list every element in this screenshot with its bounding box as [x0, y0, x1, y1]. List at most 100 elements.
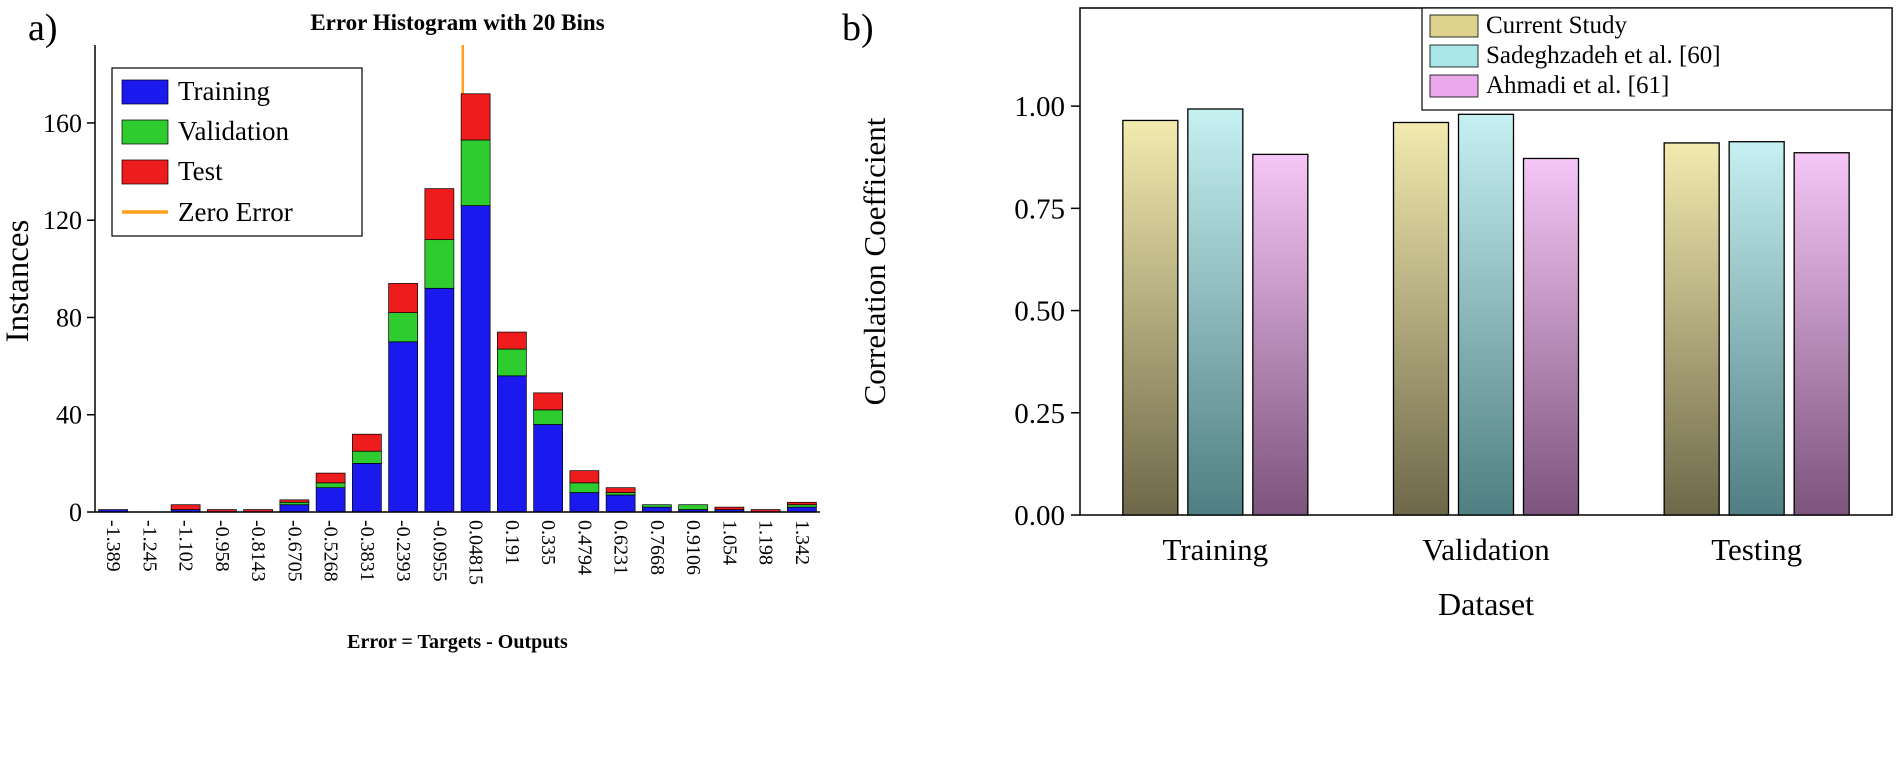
hist-bar-validation [424, 239, 455, 289]
x-axis-title: Error = Targets - Outputs [347, 631, 568, 653]
hist-bar-test [533, 392, 563, 411]
x-tick-label: -0.958 [211, 520, 233, 572]
y-tick-label: 0 [69, 498, 82, 527]
hist-bar-test [388, 283, 418, 313]
x-tick-label: 0.04815 [465, 520, 487, 585]
hist-bar-test [605, 487, 636, 493]
hist-bar-test [315, 472, 346, 484]
hist-bar-test [279, 499, 310, 503]
hist-bar-test [460, 93, 491, 141]
panel-b-label: b) [842, 7, 874, 49]
hist-bar-training [424, 287, 455, 513]
hist-bar-test [352, 433, 382, 452]
legend-label: Training [178, 76, 270, 106]
legend-swatch-series-1 [1429, 44, 1479, 68]
hist-bar-test [714, 506, 745, 510]
bar-training-series-0 [1122, 119, 1179, 516]
hist-bar-training [460, 205, 491, 513]
y-tick-label: 80 [56, 303, 82, 332]
legend-label: Validation [178, 116, 289, 146]
hist-bar-training [388, 341, 418, 513]
legend-swatch-series-0 [1429, 14, 1479, 38]
hist-bar-training [279, 504, 310, 513]
hist-bar-validation [497, 348, 527, 377]
x-tick-label: 0.335 [537, 520, 559, 565]
hist-bar-validation [605, 492, 636, 496]
hist-bar-validation [279, 501, 310, 506]
y-tick-label: 0.50 [1014, 296, 1065, 328]
hist-bar-training [533, 424, 563, 513]
legend-label: Current Study [1486, 12, 1627, 39]
hist-bar-validation [678, 504, 708, 510]
x-tick-label: -1.389 [102, 520, 124, 572]
x-tick-label: -1.245 [138, 520, 160, 572]
hist-bar-validation [787, 504, 817, 508]
x-category-label: Testing [1711, 532, 1802, 567]
hist-bar-test [787, 501, 817, 506]
y-tick-label: 0.00 [1014, 500, 1065, 532]
x-tick-label: -0.0955 [428, 520, 450, 582]
chart-title: Error Histogram with 20 Bins [310, 10, 604, 35]
bar-training-series-1 [1187, 108, 1244, 516]
bar-validation-series-2 [1522, 157, 1580, 516]
hist-bar-validation [569, 482, 600, 493]
x-tick-label: -0.6705 [283, 520, 305, 582]
legend-label: Sadeghzadeh et al. [60] [1486, 42, 1721, 69]
legend-label: Test [178, 156, 223, 186]
legend-swatch-training [121, 79, 169, 105]
y-axis-title: Correlation Coefficient [857, 117, 892, 405]
hist-bar-validation [642, 504, 672, 508]
hist-bar-training [605, 494, 636, 513]
hist-bar-test [569, 470, 600, 484]
y-tick-label: 40 [56, 401, 82, 430]
y-axis-title: Instances [0, 220, 36, 343]
correlation-bar-chart: Training Validation Testing 0.00 0.25 0.50 0.7… [857, 7, 1893, 622]
bar-testing-series-1 [1728, 141, 1785, 516]
x-tick-label: 1.342 [791, 520, 813, 565]
hist-bar-validation [388, 312, 418, 343]
x-tick-label: -0.5268 [320, 520, 342, 582]
x-tick-label: -0.8143 [247, 520, 269, 582]
x-tick-label: 0.4794 [573, 520, 595, 575]
bar-testing-series-2 [1793, 152, 1850, 516]
y-tick-label: 0.75 [1014, 193, 1065, 225]
x-category-label: Validation [1422, 532, 1550, 567]
hist-bar-validation [460, 139, 491, 206]
hist-bar-validation [533, 409, 563, 425]
x-tick-label: -1.102 [175, 520, 197, 572]
hist-bar-training [315, 487, 346, 513]
legend-swatch-validation [121, 119, 169, 145]
hist-bar-validation [315, 482, 346, 489]
x-axis-title: Dataset [1438, 586, 1534, 622]
legend-swatch-series-2 [1429, 74, 1479, 98]
bar-testing-series-0 [1663, 142, 1720, 516]
y-tick-label: 0.25 [1014, 398, 1065, 430]
x-tick-label: 0.191 [501, 520, 523, 565]
hist-bar-training [569, 492, 600, 513]
y-tick-label: 1.00 [1014, 91, 1065, 123]
x-tick-label: -0.3831 [356, 520, 378, 582]
legend-box [1421, 7, 1893, 111]
y-tick-label: 160 [43, 109, 82, 138]
panel-a-label: a) [28, 7, 58, 49]
legend-swatch-test [121, 159, 169, 185]
bar-validation-series-0 [1392, 121, 1450, 516]
x-tick-label: 0.7668 [646, 520, 668, 575]
hist-bar-test [497, 331, 527, 350]
bar-validation-series-1 [1457, 113, 1515, 516]
hist-bar-test [424, 188, 455, 241]
x-category-label: Training [1163, 532, 1269, 567]
legend-label: Ahmadi et al. [61] [1486, 72, 1669, 99]
bar-training-series-2 [1252, 153, 1309, 516]
hist-bar-training [497, 375, 527, 513]
x-tick-label: 0.6231 [610, 520, 632, 575]
panel-correlation-bars: b) Training Validation Testing 0.00 0.25 0.50… [830, 0, 1900, 770]
y-tick-label: 120 [43, 206, 82, 235]
x-tick-label: 1.198 [755, 520, 777, 565]
x-tick-label: 1.054 [718, 520, 740, 565]
legend-label: Zero Error [178, 197, 293, 227]
hist-bar-test [170, 504, 201, 510]
error-histogram-chart: Error Histogram with 20 Bins 0 40 80 120 160 -… [0, 10, 820, 653]
hist-bar-training [352, 463, 382, 513]
